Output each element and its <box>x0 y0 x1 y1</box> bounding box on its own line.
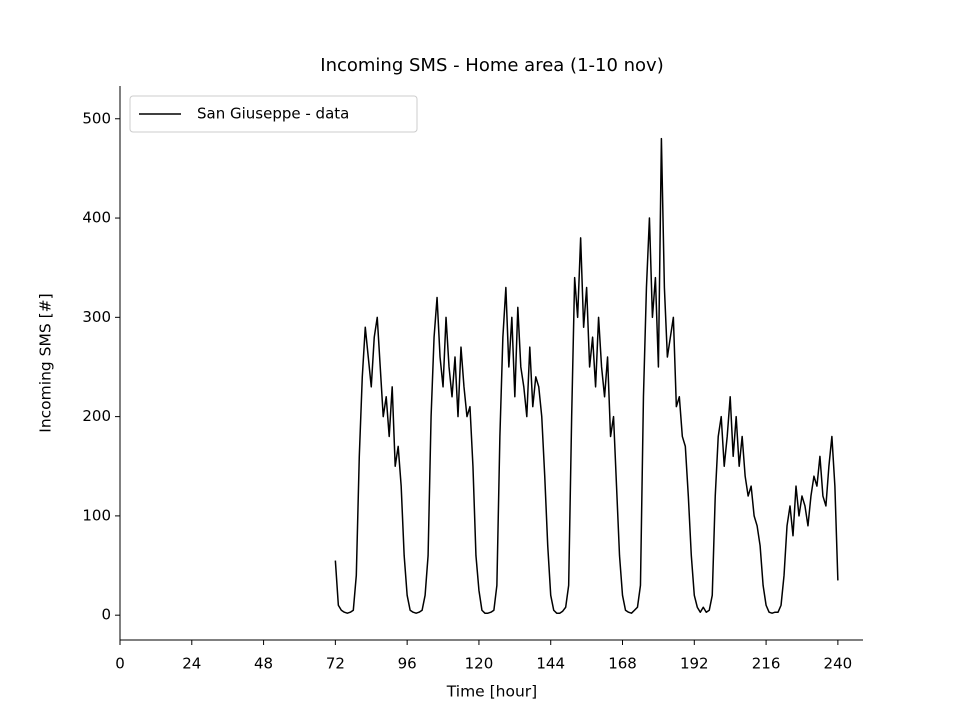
y-tick-label: 200 <box>82 407 111 425</box>
x-tick-label: 120 <box>465 655 494 673</box>
legend-box <box>129 95 418 133</box>
x-tick-label: 96 <box>398 655 417 673</box>
y-tick-label: 300 <box>82 308 111 326</box>
x-tick-label: 240 <box>824 655 853 673</box>
y-tick-label: 100 <box>82 506 111 524</box>
y-axis-label: Incoming SMS [#] <box>37 293 55 432</box>
y-tick-label: 400 <box>82 209 111 227</box>
x-tick-label: 192 <box>680 655 709 673</box>
x-tick-label: 72 <box>326 655 345 673</box>
x-axis-label: Time [hour] <box>446 683 537 701</box>
x-tick-label: 168 <box>608 655 637 673</box>
x-tick-label: 48 <box>254 655 273 673</box>
legend-label: San Giuseppe - data <box>197 105 349 123</box>
data-line <box>334 137 839 614</box>
x-tick-label: 216 <box>752 655 781 673</box>
y-tick-label: 0 <box>101 606 111 624</box>
x-tick-label: 0 <box>115 655 125 673</box>
y-tick-label: 500 <box>82 109 111 127</box>
x-tick-label: 144 <box>536 655 565 673</box>
x-tick-label: 24 <box>182 655 201 673</box>
chart-title: Incoming SMS - Home area (1-10 nov) <box>320 55 663 76</box>
